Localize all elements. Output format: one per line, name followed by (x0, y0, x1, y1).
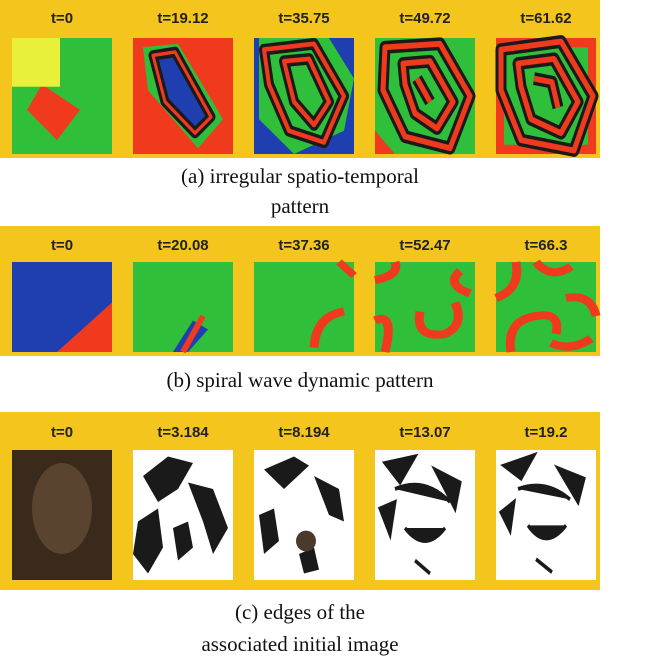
pattern-panel (254, 262, 354, 352)
caption: (a) irregular spatio-temporal (181, 164, 419, 188)
bg (254, 262, 354, 352)
shape (12, 38, 60, 87)
time-label: t=13.07 (399, 424, 450, 441)
shape (296, 531, 316, 552)
pattern-panel (375, 262, 475, 352)
figure: t=0 t=19.12 t=35.75 t=49.72 t=61.62 (a) irreg… (0, 0, 654, 670)
pattern-panel (133, 262, 233, 352)
pattern-panel (133, 38, 233, 154)
time-label: t=3.184 (157, 424, 209, 441)
pattern-panel (375, 38, 475, 154)
shape (32, 463, 92, 554)
pattern-panel (12, 450, 112, 580)
caption: (b) spiral wave dynamic pattern (166, 368, 434, 392)
pattern-panel (375, 450, 475, 580)
figure-row: t=0 t=20.08 t=37.36 t=52.47 t=66.3 (b) spiral… (0, 226, 600, 392)
time-label: t=19.2 (525, 424, 568, 441)
time-label: t=19.12 (157, 10, 208, 27)
pattern-panel (496, 38, 596, 154)
pattern-panel (12, 38, 112, 154)
time-label: t=37.36 (278, 237, 329, 254)
caption: pattern (271, 194, 330, 218)
caption: (c) edges of the (235, 600, 365, 624)
pattern-panel (254, 450, 354, 580)
pattern-panel (133, 450, 233, 580)
pattern-panel (496, 450, 596, 580)
figure-row: t=0 t=19.12 t=35.75 t=49.72 t=61.62 (a) irreg… (0, 0, 600, 218)
time-label: t=8.194 (278, 424, 330, 441)
time-label: t=61.62 (520, 10, 571, 27)
figure-row: t=0 t=3.184 t=8.194 t=13.07 t=19.2 (c) edges … (0, 412, 600, 656)
time-label: t=35.75 (278, 10, 329, 27)
time-label: t=0 (51, 10, 73, 27)
pattern-panel (12, 262, 112, 352)
time-label: t=49.72 (399, 10, 450, 27)
time-label: t=20.08 (157, 237, 208, 254)
time-label: t=0 (51, 424, 73, 441)
time-label: t=0 (51, 237, 73, 254)
time-label: t=66.3 (525, 237, 568, 254)
pattern-panel (254, 38, 354, 154)
caption: associated initial image (201, 632, 398, 656)
time-label: t=52.47 (399, 237, 450, 254)
pattern-panel (496, 262, 596, 352)
